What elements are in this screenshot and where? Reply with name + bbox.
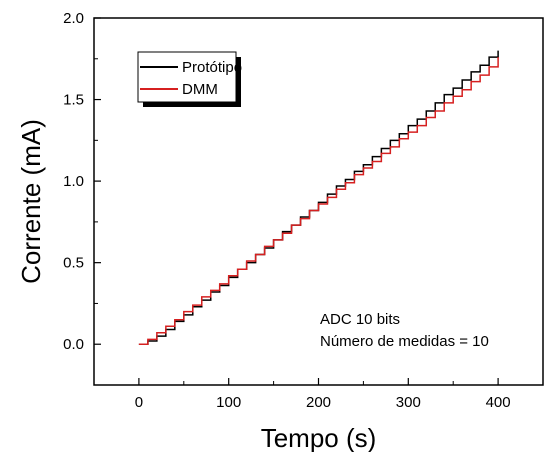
x-tick-label: 300 xyxy=(396,394,421,411)
y-tick-label: 2.0 xyxy=(63,10,84,27)
x-tick-label: 400 xyxy=(486,394,511,411)
y-tick-label: 0.5 xyxy=(63,255,84,272)
x-axis-title: Tempo (s) xyxy=(261,423,377,452)
legend-label-dmm: DMM xyxy=(182,81,218,98)
series-line-dmm xyxy=(138,57,499,345)
annotation-measurements: Número de medidas = 10 xyxy=(320,333,489,350)
legend: Protótipo DMM xyxy=(137,51,242,107)
x-tick-label: 0 xyxy=(135,394,143,411)
legend-box xyxy=(137,51,237,103)
y-tick-label: 1.0 xyxy=(63,173,84,190)
x-tick-label: 200 xyxy=(306,394,331,411)
annotation-adc: ADC 10 bits xyxy=(320,311,400,328)
ticks-layer: 0 100 200 300 400 0.0 0.5 1.0 1.5 2.0 xyxy=(63,10,510,411)
y-tick-label: 1.5 xyxy=(63,92,84,109)
y-axis-title: Corrente (mA) xyxy=(16,119,46,284)
legend-label-prototipo: Protótipo xyxy=(182,59,242,76)
series-layer xyxy=(138,50,499,345)
y-tick-label: 0.0 xyxy=(63,336,84,353)
x-tick-label: 100 xyxy=(216,394,241,411)
